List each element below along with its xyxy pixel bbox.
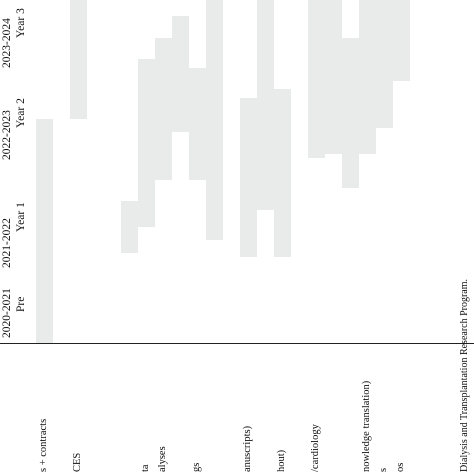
task-bar bbox=[274, 89, 291, 257]
task-bar bbox=[206, 0, 223, 240]
period-years-pre: 2020-2021 bbox=[1, 288, 13, 338]
task-label: s + contracts bbox=[38, 418, 49, 472]
task-bar bbox=[70, 0, 87, 119]
period-years-year2: 2022-2023 bbox=[1, 110, 13, 160]
task-bar bbox=[121, 201, 138, 253]
period-header-rule bbox=[0, 343, 474, 344]
task-bar bbox=[308, 0, 325, 158]
period-label-year3: Year 3 bbox=[15, 8, 27, 38]
task-label: os bbox=[395, 462, 406, 472]
task-bar bbox=[189, 68, 206, 180]
task-label: anuscripts) bbox=[242, 425, 253, 472]
period-label-year2: Year 2 bbox=[15, 98, 27, 128]
task-label: /cardiology bbox=[310, 424, 321, 472]
task-bar bbox=[342, 38, 359, 188]
task-label: CES bbox=[72, 452, 83, 472]
task-bar bbox=[257, 0, 274, 210]
task-bar bbox=[325, 0, 342, 154]
task-bar bbox=[376, 0, 393, 128]
task-bar bbox=[155, 38, 172, 180]
task-bar bbox=[172, 16, 189, 132]
figure-caption: Dialysis and Transplantation Research Pr… bbox=[459, 278, 470, 472]
task-label: nowledge translation) bbox=[361, 380, 372, 472]
period-label-year1: Year 1 bbox=[15, 202, 27, 232]
task-bar bbox=[240, 98, 257, 257]
period-years-year3: 2023-2024 bbox=[1, 18, 13, 68]
task-label: ta bbox=[140, 464, 151, 472]
task-bar bbox=[138, 59, 155, 227]
task-bar bbox=[359, 0, 376, 154]
task-label: gs bbox=[191, 462, 202, 472]
task-label: s bbox=[378, 467, 389, 472]
period-label-pre: Pre bbox=[15, 296, 27, 312]
task-label: hout) bbox=[276, 449, 287, 472]
period-years-year1: 2021-2022 bbox=[1, 218, 13, 268]
task-label: alyses bbox=[157, 446, 168, 472]
task-bar bbox=[36, 119, 53, 343]
task-bar bbox=[393, 0, 410, 81]
